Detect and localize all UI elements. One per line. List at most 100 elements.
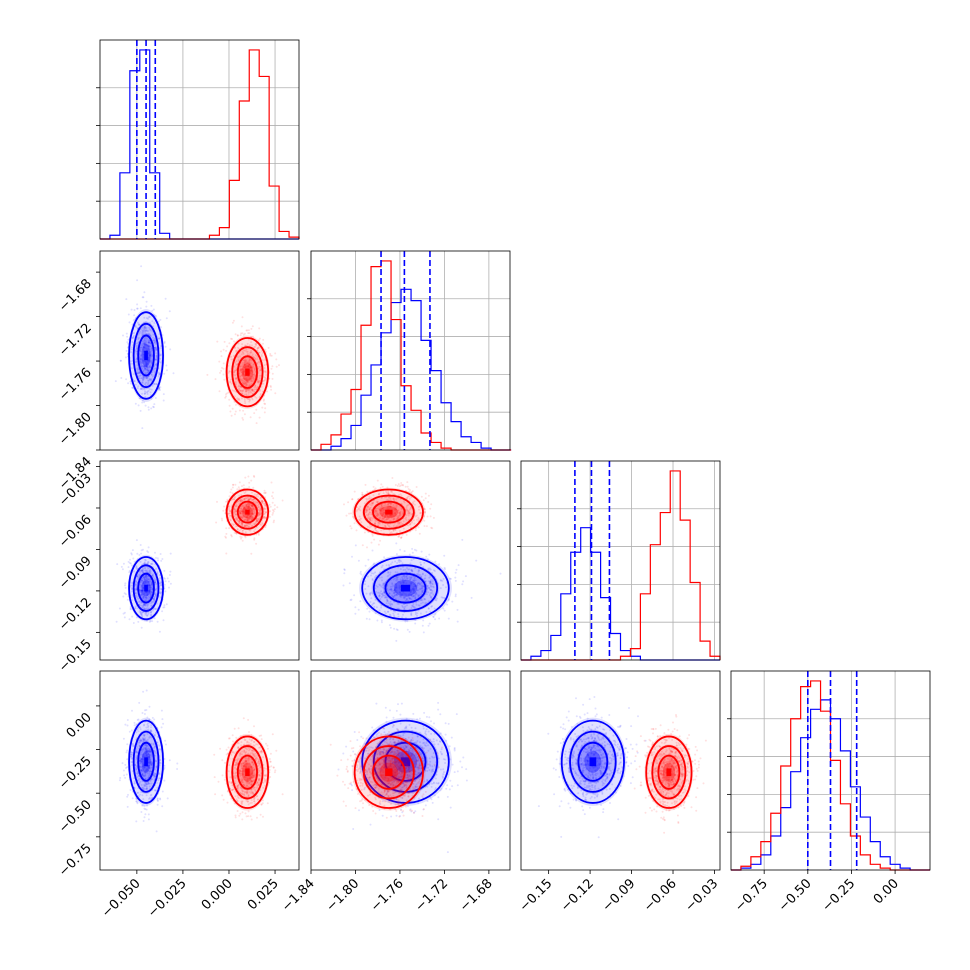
sample-point	[394, 571, 397, 574]
sample-point	[365, 510, 368, 513]
sample-point	[243, 512, 246, 515]
sample-point	[139, 758, 142, 761]
sample-point	[142, 774, 145, 777]
sample-point	[423, 597, 426, 600]
sample-point	[417, 569, 420, 572]
sample-point	[135, 326, 138, 329]
sample-point	[372, 502, 375, 504]
sample-point	[271, 495, 273, 498]
sample-point	[151, 354, 154, 357]
sample-point	[136, 581, 139, 584]
sample-point	[256, 378, 259, 381]
sample-point	[392, 504, 395, 506]
sample-point	[272, 510, 275, 513]
sample-point	[240, 498, 242, 501]
sample-point	[254, 395, 256, 398]
sample-point	[242, 510, 245, 513]
sample-point	[141, 581, 144, 584]
sample-point	[380, 566, 383, 569]
sample-point	[146, 747, 149, 750]
sample-point	[343, 569, 346, 571]
sample-point	[388, 529, 391, 532]
sample-point	[249, 366, 252, 369]
sample-point	[248, 481, 251, 484]
sample-point	[143, 807, 146, 810]
sample-point	[130, 587, 133, 590]
sample-point	[447, 599, 450, 602]
sample-point	[412, 502, 415, 505]
sample-point	[420, 593, 423, 596]
sample-point	[241, 380, 244, 383]
sample-point	[380, 507, 383, 510]
sample-point	[388, 502, 391, 505]
sample-point	[233, 508, 236, 511]
sample-point	[241, 417, 244, 419]
sample-point	[142, 739, 145, 742]
sample-point	[415, 549, 418, 552]
sample-point	[155, 789, 158, 792]
sample-point	[224, 535, 227, 538]
sample-point	[240, 507, 243, 510]
sample-point	[413, 579, 416, 582]
sample-point	[256, 349, 259, 352]
contour-line	[137, 334, 155, 377]
sample-point	[239, 512, 242, 515]
sample-point	[388, 613, 391, 616]
sample-point	[141, 768, 144, 771]
sample-point	[260, 499, 263, 502]
sample-point	[143, 816, 146, 819]
sample-point	[142, 774, 145, 777]
sample-point	[236, 334, 239, 337]
sample-point	[380, 593, 383, 595]
sample-point	[387, 571, 390, 574]
sample-point	[145, 381, 148, 384]
sample-point	[153, 597, 155, 600]
sample-point	[164, 580, 167, 583]
sample-point	[262, 503, 265, 505]
sample-point	[240, 509, 243, 512]
sample-point	[259, 389, 262, 392]
sample-point	[151, 574, 154, 577]
sample-point	[417, 582, 419, 585]
sample-point	[225, 532, 228, 535]
sample-point	[255, 343, 258, 346]
sample-point	[254, 521, 257, 524]
sample-point	[276, 506, 279, 509]
sample-point	[260, 496, 263, 499]
sample-point	[395, 575, 398, 578]
sample-point	[407, 511, 410, 514]
sample-point	[129, 380, 132, 383]
sample-point	[143, 594, 146, 597]
sample-point	[149, 334, 152, 337]
sample-point	[395, 505, 398, 508]
sample-point	[147, 761, 150, 764]
sample-point	[134, 361, 137, 363]
sample-point	[138, 397, 141, 400]
sample-point	[241, 523, 244, 526]
sample-point	[382, 583, 385, 586]
sample-point	[134, 781, 136, 784]
sample-point	[160, 584, 163, 587]
sample-point	[148, 345, 151, 348]
sample-point	[141, 401, 144, 404]
sample-point	[389, 614, 392, 617]
sample-point	[411, 588, 414, 590]
sample-point	[238, 375, 241, 378]
sample-point	[434, 618, 437, 621]
sample-point	[148, 607, 151, 610]
sample-point	[144, 743, 147, 746]
sample-point	[402, 613, 404, 616]
sample-point	[250, 509, 253, 512]
sample-point	[145, 365, 148, 368]
sample-point	[243, 508, 246, 511]
sample-point	[427, 607, 430, 610]
sample-point	[368, 618, 371, 621]
sample-point	[244, 524, 247, 527]
sample-point	[367, 505, 370, 508]
sample-point	[153, 598, 155, 601]
sample-point	[400, 536, 403, 539]
sample-point	[241, 499, 244, 502]
sample-point	[155, 760, 158, 763]
sample-point	[133, 787, 136, 790]
sample-point	[401, 593, 404, 596]
